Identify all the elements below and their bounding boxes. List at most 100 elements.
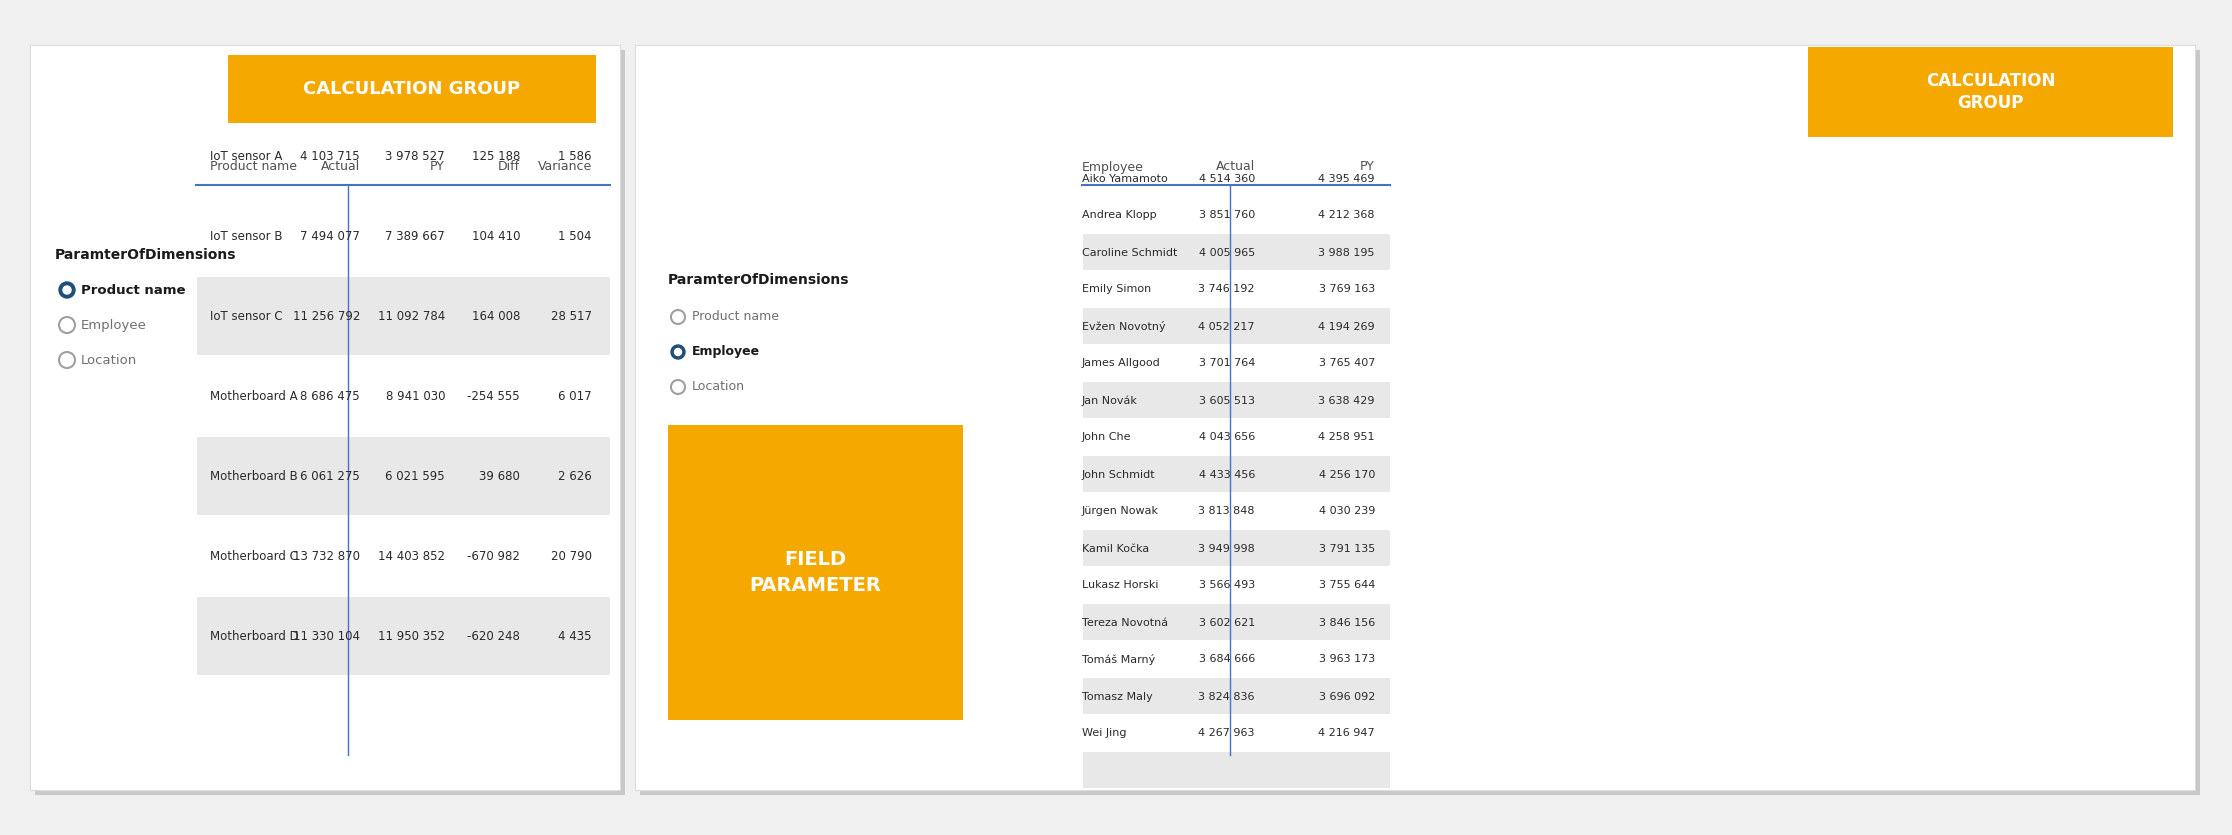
FancyBboxPatch shape [1083, 382, 1391, 418]
Circle shape [674, 348, 681, 356]
Text: 4 005 965: 4 005 965 [1199, 247, 1254, 257]
Text: PY: PY [431, 160, 444, 174]
Text: Wei Jing: Wei Jing [1083, 728, 1127, 738]
Text: Motherboard D: Motherboard D [210, 630, 299, 644]
Text: 3 696 092: 3 696 092 [1319, 691, 1375, 701]
FancyBboxPatch shape [641, 50, 2201, 795]
Text: Actual: Actual [1216, 160, 1254, 174]
FancyBboxPatch shape [634, 45, 2194, 790]
Text: 4 194 269: 4 194 269 [1319, 321, 1375, 331]
Text: 3 684 666: 3 684 666 [1199, 655, 1254, 665]
Text: 4 433 456: 4 433 456 [1199, 469, 1254, 479]
Text: 11 950 352: 11 950 352 [377, 630, 444, 644]
Text: FIELD
PARAMETER: FIELD PARAMETER [750, 549, 882, 595]
FancyBboxPatch shape [1083, 308, 1391, 344]
FancyBboxPatch shape [1083, 752, 1391, 788]
Text: IoT sensor B: IoT sensor B [210, 230, 283, 244]
FancyBboxPatch shape [36, 50, 625, 795]
Text: 3 824 836: 3 824 836 [1199, 691, 1254, 701]
FancyBboxPatch shape [1083, 678, 1391, 714]
FancyBboxPatch shape [228, 55, 596, 123]
Text: 3 638 429: 3 638 429 [1319, 396, 1375, 406]
Text: 3 701 764: 3 701 764 [1199, 358, 1254, 368]
Text: 3 813 848: 3 813 848 [1199, 507, 1254, 517]
Text: Caroline Schmidt: Caroline Schmidt [1083, 247, 1176, 257]
FancyBboxPatch shape [1083, 234, 1391, 270]
Text: Evžen Novotný: Evžen Novotný [1083, 321, 1165, 332]
Circle shape [672, 345, 685, 359]
Text: James Allgood: James Allgood [1083, 358, 1161, 368]
Text: 3 755 644: 3 755 644 [1319, 580, 1375, 590]
Text: ParamterOfDimensions: ParamterOfDimensions [667, 273, 850, 287]
Text: Lukasz Horski: Lukasz Horski [1083, 580, 1158, 590]
Text: 3 963 173: 3 963 173 [1319, 655, 1375, 665]
Text: 3 746 192: 3 746 192 [1199, 285, 1254, 295]
Text: Location: Location [692, 381, 745, 393]
Text: John Schmidt: John Schmidt [1083, 469, 1156, 479]
FancyBboxPatch shape [1083, 604, 1391, 640]
Text: 11 256 792: 11 256 792 [292, 311, 359, 323]
Text: Variance: Variance [538, 160, 591, 174]
Text: 4 435: 4 435 [558, 630, 591, 644]
Text: 11 092 784: 11 092 784 [377, 311, 444, 323]
Text: 3 602 621: 3 602 621 [1199, 618, 1254, 627]
Text: 4 395 469: 4 395 469 [1319, 174, 1375, 184]
Circle shape [58, 282, 76, 298]
Text: 4 258 951: 4 258 951 [1319, 433, 1375, 443]
Text: 14 403 852: 14 403 852 [377, 550, 444, 564]
FancyBboxPatch shape [667, 425, 962, 720]
FancyBboxPatch shape [1083, 456, 1391, 492]
Text: Motherboard C: Motherboard C [210, 550, 297, 564]
FancyBboxPatch shape [1808, 47, 2174, 137]
Text: -620 248: -620 248 [466, 630, 520, 644]
Text: Motherboard A: Motherboard A [210, 391, 297, 403]
Text: 1 504: 1 504 [558, 230, 591, 244]
Text: 4 030 239: 4 030 239 [1319, 507, 1375, 517]
Text: Employee: Employee [80, 318, 147, 331]
Text: Product name: Product name [80, 284, 185, 296]
Text: 4 256 170: 4 256 170 [1319, 469, 1375, 479]
Text: Employee: Employee [692, 346, 761, 358]
Text: Aiko Yamamoto: Aiko Yamamoto [1083, 174, 1167, 184]
Text: Motherboard B: Motherboard B [210, 470, 297, 483]
Text: 4 103 715: 4 103 715 [301, 150, 359, 164]
Text: 28 517: 28 517 [551, 311, 591, 323]
Text: 8 941 030: 8 941 030 [386, 391, 444, 403]
FancyBboxPatch shape [29, 45, 620, 790]
Text: 7 494 077: 7 494 077 [299, 230, 359, 244]
Text: 4 267 963: 4 267 963 [1199, 728, 1254, 738]
Text: 8 686 475: 8 686 475 [301, 391, 359, 403]
Text: ParamterOfDimensions: ParamterOfDimensions [56, 248, 237, 262]
Text: 4 043 656: 4 043 656 [1199, 433, 1254, 443]
Text: 3 769 163: 3 769 163 [1319, 285, 1375, 295]
FancyBboxPatch shape [196, 597, 609, 675]
Text: 3 988 195: 3 988 195 [1319, 247, 1375, 257]
Text: Tereza Novotná: Tereza Novotná [1083, 618, 1167, 627]
Text: 11 330 104: 11 330 104 [292, 630, 359, 644]
Text: Diff: Diff [498, 160, 520, 174]
Text: Product name: Product name [210, 160, 297, 174]
Text: -670 982: -670 982 [466, 550, 520, 564]
Text: 4 216 947: 4 216 947 [1319, 728, 1375, 738]
Text: John Che: John Che [1083, 433, 1132, 443]
Text: 3 851 760: 3 851 760 [1199, 210, 1254, 220]
Text: Tomasz Maly: Tomasz Maly [1083, 691, 1152, 701]
Text: CALCULATION
GROUP: CALCULATION GROUP [1926, 72, 2056, 112]
Text: 4 212 368: 4 212 368 [1319, 210, 1375, 220]
Text: -254 555: -254 555 [466, 391, 520, 403]
Text: Actual: Actual [321, 160, 359, 174]
FancyBboxPatch shape [196, 437, 609, 515]
Text: IoT sensor C: IoT sensor C [210, 311, 283, 323]
Text: 2 626: 2 626 [558, 470, 591, 483]
Text: 1 586: 1 586 [558, 150, 591, 164]
Text: 3 791 135: 3 791 135 [1319, 544, 1375, 554]
Text: 164 008: 164 008 [471, 311, 520, 323]
Text: 104 410: 104 410 [471, 230, 520, 244]
Text: Employee: Employee [1083, 160, 1143, 174]
FancyBboxPatch shape [1083, 530, 1391, 566]
Text: 3 949 998: 3 949 998 [1199, 544, 1254, 554]
Text: 3 765 407: 3 765 407 [1319, 358, 1375, 368]
Text: Andrea Klopp: Andrea Klopp [1083, 210, 1156, 220]
Text: Emily Simon: Emily Simon [1083, 285, 1152, 295]
Text: Product name: Product name [692, 311, 779, 323]
